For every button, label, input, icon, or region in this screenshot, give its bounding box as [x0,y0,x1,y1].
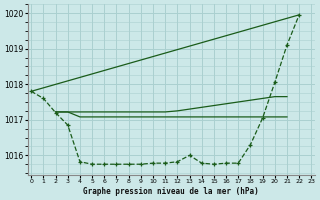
X-axis label: Graphe pression niveau de la mer (hPa): Graphe pression niveau de la mer (hPa) [84,187,259,196]
